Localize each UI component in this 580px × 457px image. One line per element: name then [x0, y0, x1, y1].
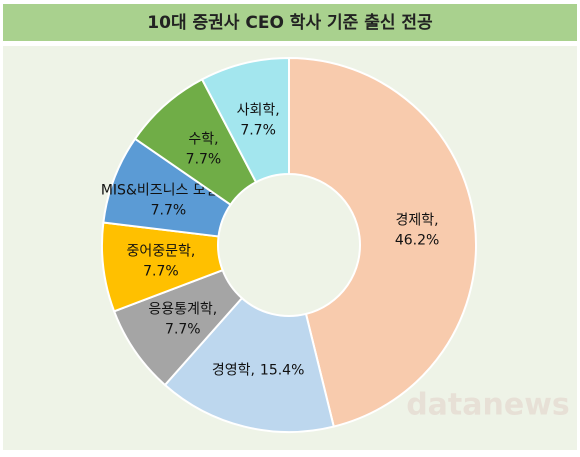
label-category: 경제학 [396, 212, 435, 228]
label-category: 중어중문학 [127, 244, 192, 260]
label-value: 7.7% [240, 123, 276, 139]
label-value: 7.7% [143, 264, 179, 280]
data-label: MIS&비즈니스 모델링,7.7% [101, 182, 236, 218]
label-category: 응용통계학 [148, 301, 213, 317]
donut-segment [200, 56, 290, 184]
data-label: 경제학, 46.2% [395, 212, 439, 248]
title-bar [3, 4, 577, 41]
data-label: 수학, 7.7% [186, 131, 222, 167]
data-label: 중어중문학, 7.7% [127, 244, 196, 280]
label-value: 15.4% [260, 362, 304, 378]
label-value: 7.7% [186, 151, 222, 167]
label-value: 7.7% [151, 202, 187, 218]
chart-title: 10대 증권사 CEO 학사 기준 출신 전공 [147, 13, 433, 33]
watermark: datanews [406, 388, 570, 423]
label-category: 사회학 [237, 103, 276, 119]
donut-segment [288, 56, 477, 428]
label-separator: , [275, 103, 279, 119]
donut-segment [163, 296, 335, 433]
label-separator: , [434, 212, 438, 228]
label-separator: , [250, 362, 254, 378]
label-separator: , [191, 244, 195, 260]
label-value: 46.2% [395, 232, 439, 248]
data-label: 경영학, 15.4% [212, 362, 305, 378]
label-category: MIS&비즈니스 모델링 [101, 182, 232, 198]
label-value: 7.7% [165, 321, 201, 337]
data-label: 사회학, 7.7% [237, 103, 280, 139]
label-separator: , [213, 301, 217, 317]
label-category: 수학 [188, 131, 214, 147]
label-separator: , [214, 131, 218, 147]
data-label: 응용통계학, 7.7% [148, 301, 217, 337]
label-category: 경영학 [212, 362, 251, 378]
